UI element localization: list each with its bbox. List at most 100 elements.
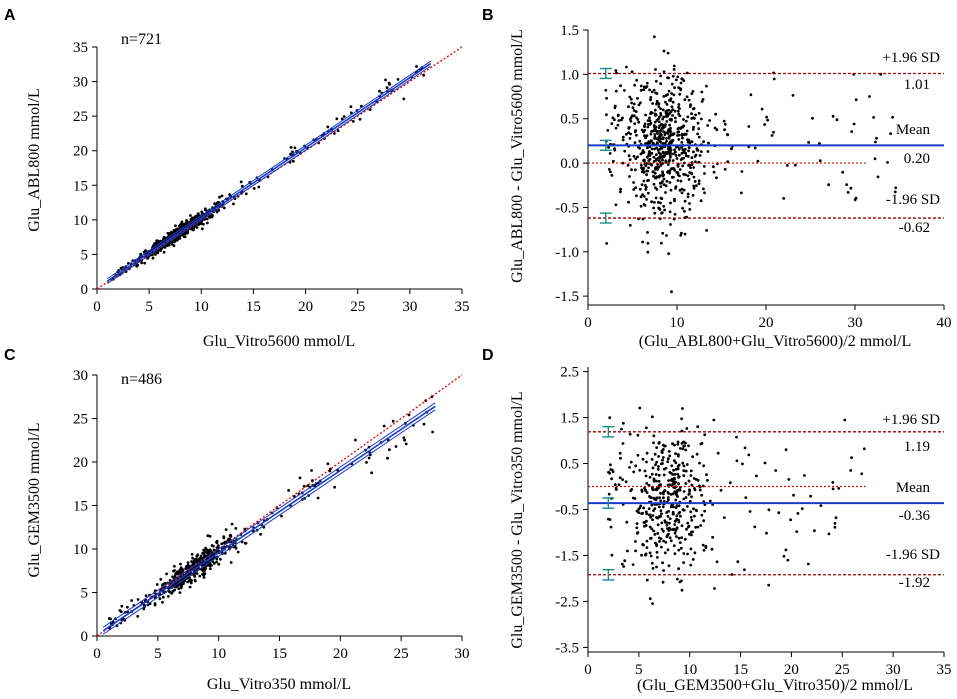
panel-b-data-point: [690, 156, 694, 160]
panel-b-data-point: [740, 170, 744, 173]
panel-b-data-point: [875, 136, 878, 140]
panel-b-data-point: [654, 167, 657, 171]
panel-d-data-point: [673, 476, 676, 480]
panel-b-data-point: [662, 136, 665, 140]
panel-d-data-point: [767, 583, 771, 587]
panel-b-data-point: [661, 158, 664, 162]
panel-b-data-point: [653, 211, 657, 215]
panel-b-data-point: [664, 131, 667, 135]
panel-b-data-point: [653, 133, 657, 136]
panel-d-data-point: [665, 535, 669, 539]
panel-d-data-point: [643, 469, 647, 473]
panel-c-data-point: [208, 534, 212, 538]
panel-b-upper-sd-label: +1.96 SD: [882, 50, 940, 66]
panel-b-data-point: [654, 68, 657, 71]
panel-b-data-point: [669, 110, 673, 114]
panel-b-data-point: [642, 88, 645, 92]
panel-b-data-point: [665, 103, 669, 106]
panel-d-data-point: [680, 417, 683, 421]
panel-b-data-point: [656, 168, 659, 171]
panel-d-data-point: [691, 455, 695, 459]
panel-d-data-point: [665, 511, 668, 514]
panel-b-data-point: [690, 92, 694, 95]
panel-d-data-point: [660, 512, 663, 516]
panel-b-data-point: [629, 132, 632, 136]
panel-a-ci-lower-line: [107, 65, 431, 284]
panel-b-data-point: [689, 166, 692, 170]
panel-d-data-point: [653, 507, 657, 510]
panel-b-data-point: [690, 112, 693, 116]
panel-b-data-point: [637, 145, 640, 149]
panel-c-data-point: [201, 569, 205, 573]
panel-b-data-point: [643, 134, 646, 138]
panel-a-data-point: [166, 231, 170, 235]
panel-b-data-point: [617, 119, 621, 122]
panel-d-data-point: [676, 495, 679, 498]
panel-a-data-point: [200, 210, 204, 214]
panel-b-data-point: [691, 90, 695, 93]
panel-b-data-point: [713, 126, 717, 130]
panel-d-data-point: [607, 492, 611, 496]
panel-b-data-point: [726, 160, 730, 164]
panel-b-data-point: [707, 141, 710, 145]
panel-d-data-point: [637, 507, 641, 511]
panel-d-data-point: [682, 469, 686, 472]
panel-a-data-point: [218, 195, 221, 199]
panel-d-data-point: [813, 529, 816, 533]
panel-b-data-point: [646, 241, 650, 245]
panel-b-data-point: [687, 149, 690, 153]
panel-b-data-point: [723, 128, 726, 132]
panel-d-data-point: [719, 488, 723, 492]
panel-b-data-point: [631, 106, 635, 110]
panel-d-data-point: [674, 461, 678, 465]
panel-d-data-point: [654, 473, 658, 476]
panel-b-data-point: [634, 186, 637, 190]
panel-d-data-point: [681, 407, 684, 410]
panel-d-data-point: [662, 499, 666, 503]
panel-d-data-point: [682, 552, 686, 555]
panel-d-data-point: [678, 447, 682, 450]
panel-b-data-point: [854, 98, 858, 102]
panel-d-data-point: [657, 465, 660, 468]
panel-b-data-point: [637, 103, 641, 107]
panel-b-data-point: [791, 94, 795, 97]
panel-b-data-point: [613, 147, 616, 151]
panel-b-data-point: [685, 95, 689, 99]
panel-d-data-point: [684, 496, 688, 499]
panel-d-data-point: [648, 525, 652, 529]
panel-d-data-point: [665, 521, 669, 524]
panel-c-data-point: [236, 550, 240, 554]
panel-c-data-point: [244, 541, 248, 545]
panel-d-data-point: [635, 526, 639, 530]
panel-b-data-point: [684, 132, 688, 136]
panel-b-data-point: [849, 186, 853, 190]
panel-a-data-point: [378, 89, 381, 93]
panel-b-data-point: [671, 74, 675, 78]
panel-b-data-point: [706, 124, 710, 127]
panel-b-data-point: [679, 127, 683, 130]
panel-b-data-point: [605, 96, 608, 100]
panel-d-data-point: [657, 441, 661, 445]
panel-d-data-point: [693, 551, 697, 555]
panel-d-data-point: [690, 518, 694, 522]
panel-b-data-point: [643, 125, 646, 129]
panel-a-x-axis-label: Glu_Vitro5600 mmol/L: [203, 333, 355, 350]
panel-d-data-point: [700, 493, 704, 497]
panel-c-data-point: [142, 607, 146, 611]
panel-b-data-point: [628, 95, 632, 99]
panel-c-data-point: [280, 514, 283, 518]
panel-d-data-point: [667, 564, 671, 568]
panel-b-data-point: [665, 137, 668, 140]
panel-b-data-point: [676, 109, 680, 113]
panel-b-data-point: [655, 137, 658, 141]
panel-b-data-point: [612, 159, 615, 163]
panel-d-data-point: [661, 580, 665, 584]
panel-b-data-point: [657, 126, 661, 130]
panel-a-y-tick-label: 10: [73, 213, 88, 229]
panel-b-data-point: [872, 116, 875, 119]
panel-a-data-point: [135, 264, 139, 268]
panel-d-data-point: [662, 467, 666, 471]
panel-d-data-point: [656, 523, 660, 527]
panel-b-y-tick-label: 1.5: [560, 23, 579, 39]
panel-d-data-point: [673, 552, 677, 556]
